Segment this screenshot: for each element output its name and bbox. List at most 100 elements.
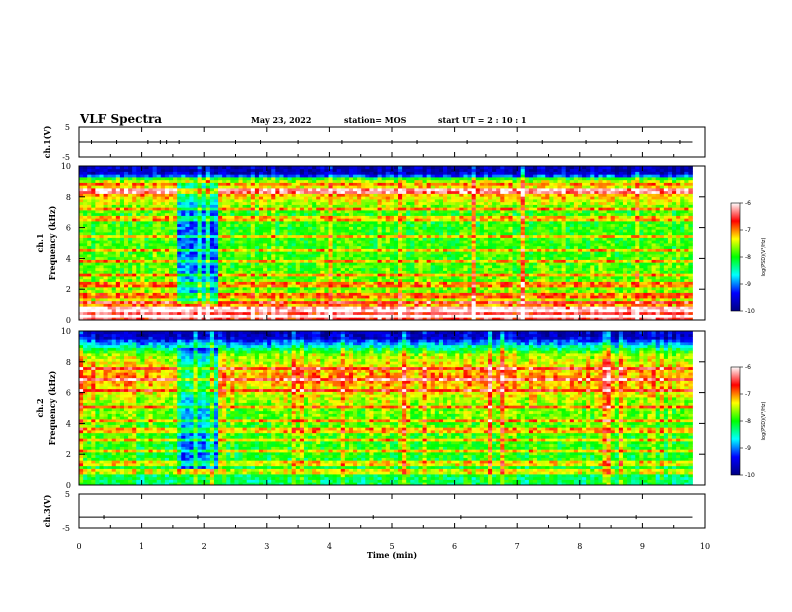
spectrogram-cell [528, 256, 534, 260]
spectrogram-cell [545, 317, 550, 321]
spectrogram-cell [393, 295, 399, 299]
spectrogram-cell [684, 245, 689, 249]
spectrogram-cell [524, 259, 530, 263]
spectrogram-cell [250, 229, 256, 233]
spectrogram-cell [148, 300, 154, 304]
spectrogram-cell [107, 240, 113, 244]
spectrogram-cell [594, 311, 599, 315]
spectrogram-cell [348, 311, 354, 315]
spectrogram-cell [586, 314, 591, 318]
spectrogram-cell [406, 245, 411, 249]
spectrogram-cell [622, 298, 628, 302]
spectrogram-cell [487, 243, 493, 247]
spectrogram-cell [111, 273, 117, 277]
spectrogram-cell [152, 256, 158, 260]
spectrogram-cell [336, 245, 342, 249]
spectrogram-cell [561, 289, 567, 293]
spectrogram-cell [393, 248, 399, 252]
spectrogram-cell [639, 251, 644, 255]
spectrogram-cell [643, 234, 648, 238]
spectrogram-cell [316, 281, 321, 285]
spectrogram-cell [91, 303, 96, 307]
spectrogram-cell [590, 314, 595, 318]
spectrogram-cell [627, 251, 632, 255]
spectrogram-cell [631, 298, 636, 302]
spectrogram-cell [185, 295, 190, 299]
spectrogram-cell [577, 240, 583, 244]
spectrogram-cell [365, 270, 370, 274]
spectrogram-cell [455, 289, 460, 293]
spectrogram-cell [132, 306, 137, 310]
spectrogram-cell [688, 303, 693, 307]
spectrogram-cell [201, 295, 207, 299]
spectrogram-cell [258, 229, 264, 233]
spectrogram-cell [222, 309, 227, 313]
spectrogram-cell [577, 281, 583, 285]
spectrogram-cell [308, 229, 313, 233]
spectrogram-cell [353, 273, 358, 277]
spectrogram-cell [119, 256, 125, 260]
spectrogram-cell [287, 245, 293, 249]
spectrogram-cell [168, 298, 174, 302]
spectrogram-cell [586, 237, 591, 241]
spectrogram-cell [414, 240, 419, 244]
spectrogram-cell [577, 309, 583, 313]
spectrogram-cell [455, 245, 460, 249]
spectrogram-cell [336, 303, 342, 307]
spectrogram-cell [312, 287, 317, 291]
spectrogram-cell [508, 243, 513, 247]
spectrogram-cell [426, 240, 432, 244]
spectrogram-cell [189, 267, 194, 271]
spectrogram-cell [487, 317, 493, 321]
spectrogram-cell [475, 245, 481, 249]
spectrogram-cell [353, 234, 358, 238]
spectrogram-cell [119, 292, 125, 296]
spectrogram-cell [246, 229, 252, 233]
spectrogram-cell [287, 311, 293, 315]
spectrogram-cell [299, 276, 305, 280]
spectrogram-cell [451, 292, 456, 296]
spectrogram-cell [250, 234, 256, 238]
spectrogram-cell [312, 284, 317, 288]
spectrogram-cell [639, 314, 644, 318]
spectrogram-cell [569, 289, 575, 293]
spectrogram-cell [643, 317, 648, 321]
spectrogram-cell [467, 262, 473, 266]
spectrogram-cell [549, 262, 554, 266]
spectrogram-cell [254, 273, 260, 277]
spectrogram-cell [639, 278, 644, 282]
spectrogram-cell [545, 237, 550, 241]
spectrogram-cell [222, 256, 227, 260]
spectrogram-cell [479, 314, 485, 318]
spectrogram-cell [291, 251, 297, 255]
spectrogram-cell [516, 311, 522, 315]
spectrogram-cell [189, 298, 194, 302]
spectrogram-cell [160, 278, 166, 282]
spectrogram-cell [111, 259, 117, 263]
spectrogram-cell [115, 270, 121, 274]
spectrogram-cell [185, 232, 190, 236]
spectrogram-cell [156, 298, 162, 302]
spectrogram-cell [414, 284, 419, 288]
spectrogram-cell [516, 254, 522, 258]
spectrogram-cell [492, 229, 497, 233]
spectrogram-cell [398, 251, 403, 255]
spectrogram-cell [680, 270, 685, 274]
spectrogram-cell [222, 229, 227, 233]
spectrogram-cell [258, 267, 264, 271]
spectrogram-cell [410, 303, 415, 307]
spectrogram-cell [647, 295, 652, 299]
spectrogram-cell [573, 298, 579, 302]
spectrogram-cell [614, 254, 620, 258]
spectrogram-cell [618, 292, 624, 296]
spectrogram-cell [549, 314, 554, 318]
spectrogram-cell [459, 292, 464, 296]
spectrogram-cell [156, 229, 162, 233]
spectrogram-cell [103, 229, 109, 233]
spectrogram-cell [324, 262, 329, 266]
spectrogram-cell [156, 262, 162, 266]
spectrogram-cell [635, 273, 640, 277]
spectrogram-cell [209, 270, 215, 274]
spectrogram-cell [226, 248, 231, 252]
spectrogram-cell [316, 267, 321, 271]
